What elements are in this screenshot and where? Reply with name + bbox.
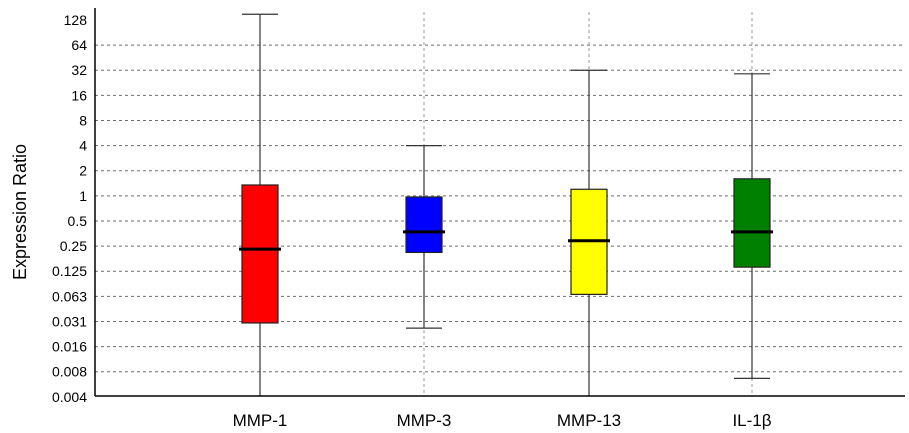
y-tick-label: 64 xyxy=(71,37,87,53)
y-tick-label: 0.063 xyxy=(52,288,87,304)
y-tick-label: 0.031 xyxy=(52,313,87,329)
axes xyxy=(94,8,905,397)
y-tick-label: 4 xyxy=(79,138,87,154)
y-axis-title: Expression Ratio xyxy=(10,144,30,280)
boxes xyxy=(239,13,773,396)
y-tick-label: 0.004 xyxy=(52,389,87,405)
category-label: MMP-3 xyxy=(397,411,452,430)
y-tick-label: 128 xyxy=(64,12,88,28)
y-tick-labels: 128 64 32 16 8 4 2 1 0.5 0.25 0.125 0.063 0.031 0.016… xyxy=(52,12,87,405)
category-labels: MMP-1 MMP-3 MMP-13 IL-1β xyxy=(233,411,772,430)
category-label: MMP-13 xyxy=(557,411,621,430)
y-tick-label: 8 xyxy=(79,112,87,128)
box-mmp-1 xyxy=(239,13,281,396)
y-tick-label: 0.016 xyxy=(52,339,87,355)
box-mmp-3 xyxy=(403,145,445,329)
y-tick-label: 0.125 xyxy=(52,263,87,279)
category-label: MMP-1 xyxy=(233,411,288,430)
y-tick-label: 32 xyxy=(71,62,87,78)
y-tick-label: 0.25 xyxy=(60,238,87,254)
category-label: IL-1β xyxy=(732,411,771,430)
iqr-box xyxy=(733,178,771,268)
y-tick-label: 0.008 xyxy=(52,364,87,380)
iqr-box xyxy=(405,196,443,254)
box-il-1- xyxy=(731,73,773,380)
grid-lines xyxy=(95,12,905,396)
box-mmp-13 xyxy=(568,69,610,396)
y-tick-label: 16 xyxy=(71,87,87,103)
y-tick-label: 0.5 xyxy=(68,213,88,229)
iqr-box xyxy=(241,184,279,324)
y-tick-label: 2 xyxy=(79,163,87,179)
y-tick-label: 1 xyxy=(79,188,87,204)
